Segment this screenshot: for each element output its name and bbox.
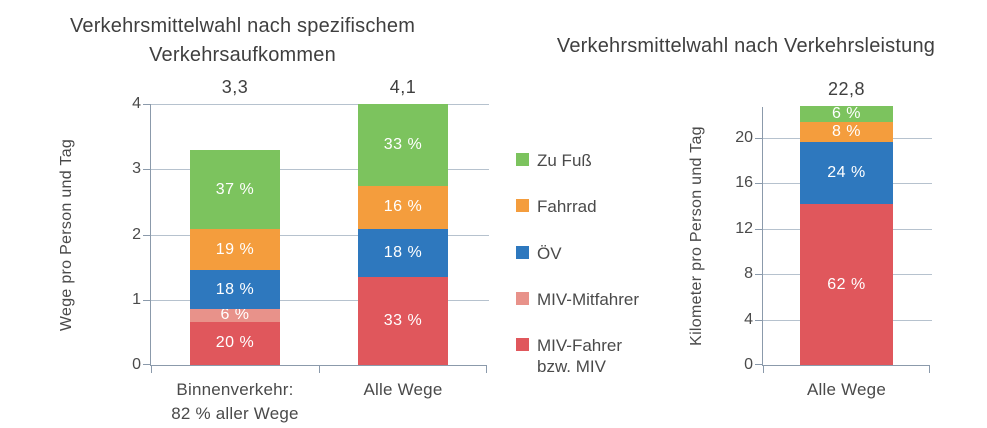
bar-segment-öv: 18 %: [190, 270, 280, 310]
category-label: Alle Wege: [807, 380, 886, 399]
gridline: [151, 104, 489, 105]
y-tick-label: 3: [132, 160, 141, 178]
segment-label: 20 %: [215, 334, 255, 352]
chart-verkehrsaufkommen: Verkehrsmittelwahl nach spezifischem Ver…: [58, 15, 489, 423]
bar-segment-miv-fahrer-bzw-miv: 20 %: [190, 321, 280, 365]
total-label: 22,8: [827, 79, 866, 99]
segment-label: 16 %: [383, 198, 423, 216]
segment-label: 62 %: [827, 275, 866, 293]
legend-label: Fahrrad: [537, 197, 597, 217]
y-axis-tick: [755, 183, 763, 185]
y-axis-label: Kilometer pro Person und Tag: [688, 126, 705, 346]
legend-swatch-blue: [516, 245, 529, 259]
y-tick-label: 8: [744, 265, 753, 283]
y-tick-label: 0: [132, 356, 141, 373]
bar-segment-miv-fahrer-bzw-miv: 62 %: [800, 204, 893, 365]
y-axis-tick: [143, 299, 151, 301]
gridline: [151, 234, 489, 236]
y-tick-label: 12: [735, 219, 753, 237]
segment-label: 6 %: [831, 104, 862, 122]
legend-swatch-orange: [516, 199, 529, 213]
segment-label: 18 %: [383, 243, 423, 261]
x-axis-tick: [486, 365, 487, 373]
legend-item-oev: ÖV: [516, 243, 676, 264]
y-axis-tick: [143, 364, 151, 365]
total-label: 4,1: [389, 77, 417, 97]
bar-segment-zu-fuß: 6 %: [800, 104, 893, 122]
gridline: [151, 169, 489, 171]
chart-title: Verkehrsmittelwahl nach spezifischem Ver…: [69, 15, 416, 66]
y-axis-tick: [755, 364, 763, 365]
x-axis-tick: [151, 365, 152, 373]
chart-verkehrsleistung: Verkehrsmittelwahl nach Verkehrsleistung…: [505, 0, 987, 428]
segment-label: 33 %: [383, 311, 423, 329]
segment-label: 6 %: [220, 306, 250, 324]
y-axis-tick: [755, 274, 763, 276]
y-axis-tick: [755, 319, 763, 321]
legend-label: MIV-Mitfahrer: [537, 289, 640, 309]
total-label: 3,3: [221, 77, 249, 97]
legend-item-zu-fuss: Zu Fuß: [516, 150, 676, 171]
y-axis-tick: [143, 169, 151, 171]
segment-label: 19 %: [215, 240, 255, 258]
y-tick-label: 16: [735, 174, 753, 192]
x-axis-tick: [763, 365, 764, 373]
y-axis-tick: [143, 104, 151, 105]
category-label: Binnenverkehr: 82 % aller Wege: [171, 380, 299, 423]
y-tick-label: 4: [744, 310, 753, 328]
y-axis-tick: [143, 234, 151, 236]
y-axis-label: Wege pro Person und Tag: [58, 138, 75, 332]
segment-label: 24 %: [827, 164, 866, 182]
y-tick-label: 2: [132, 225, 141, 243]
legend-item-fahrrad: Fahrrad: [516, 196, 676, 217]
plot-area: 0 1 2 3 4 20 % 6 % 18 % 19 % 37 % 3,3 Binnenverkehr…: [132, 77, 489, 423]
bar-segment-miv-mitfahrer: 6 %: [190, 306, 280, 324]
bar-segment-zu-fuß: 37 %: [190, 149, 280, 230]
bar-segment-fahrrad: 16 %: [358, 185, 448, 229]
bar-segment-öv: 18 %: [358, 228, 448, 277]
legend-label: Zu Fuß: [537, 151, 592, 170]
y-tick-label: 0: [744, 356, 753, 373]
legend: Zu Fuß Fahrrad ÖV MIV-Mitfahrer MIV-Fahr…: [516, 150, 676, 403]
y-tick-label: 20: [735, 128, 753, 146]
plot-area: 0 4 8 12 16 20 62 % 24 % 8 % 6 % 22,8 Alle Wege: [735, 79, 932, 399]
y-axis-tick: [755, 137, 763, 139]
segment-label: 8 %: [831, 122, 862, 140]
legend-swatch-green: [516, 153, 529, 166]
y-tick-label: 4: [132, 95, 141, 112]
legend-swatch-salmon: [516, 291, 529, 305]
x-axis-tick: [929, 365, 930, 373]
bar-segment-fahrrad: 8 %: [800, 121, 893, 143]
segment-label: 37 %: [215, 180, 255, 198]
category-label: Alle Wege: [363, 380, 443, 399]
bar-segment-miv-fahrer-bzw-miv: 33 %: [358, 276, 448, 365]
segment-label: 33 %: [383, 135, 423, 153]
legend-label: ÖV: [537, 243, 562, 263]
segment-label: 18 %: [215, 280, 255, 298]
legend-item-miv-mitfahrer: MIV-Mitfahrer: [516, 289, 676, 310]
legend-label: MIV-Fahrer bzw. MIV: [537, 336, 623, 377]
y-tick-label: 1: [132, 290, 141, 308]
legend-item-miv-fahrer: MIV-Fahrer bzw. MIV: [516, 335, 676, 378]
chart-title: Verkehrsmittelwahl nach Verkehrsleistung: [556, 35, 936, 57]
bar-segment-öv: 24 %: [800, 142, 893, 205]
y-axis-tick: [755, 228, 763, 230]
bar-segment-zu-fuß: 33 %: [358, 104, 448, 186]
legend-swatch-red: [516, 338, 529, 351]
x-axis-tick: [319, 365, 320, 373]
bar-segment-fahrrad: 19 %: [190, 229, 280, 271]
gridline: [151, 299, 489, 301]
